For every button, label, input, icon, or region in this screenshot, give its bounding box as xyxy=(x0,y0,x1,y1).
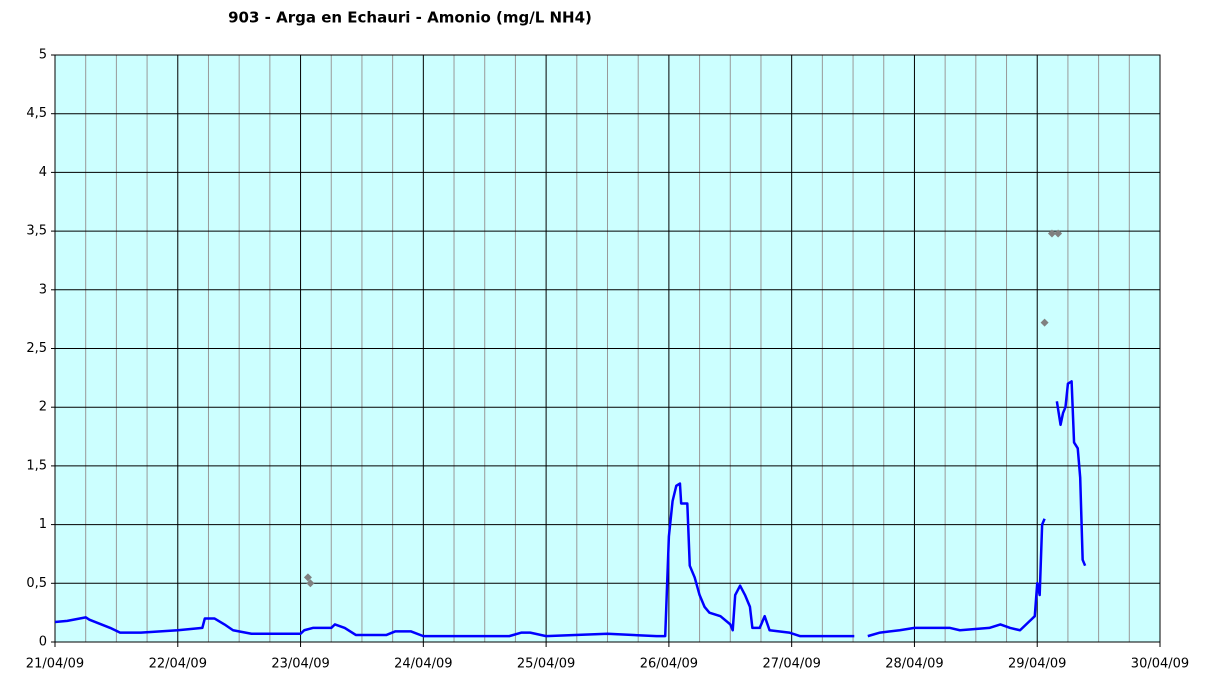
x-tick-label: 30/04/09 xyxy=(1131,657,1189,672)
x-tick-label: 24/04/09 xyxy=(394,657,452,672)
data-marker xyxy=(1054,229,1063,238)
data-marker xyxy=(1047,229,1056,238)
y-tick-label: 2 xyxy=(39,400,47,415)
y-tick-label: 0,5 xyxy=(26,576,47,591)
x-tick-label: 25/04/09 xyxy=(517,657,575,672)
y-tick-label: 4,5 xyxy=(26,106,47,121)
y-tick-label: 3,5 xyxy=(26,224,47,239)
data-line xyxy=(54,380,1087,638)
chart-title: 903 - Arga en Echauri - Amonio (mg/L NH4… xyxy=(228,9,592,27)
data-marker xyxy=(1040,318,1049,327)
y-tick-label: 2,5 xyxy=(26,341,47,356)
y-tick-label: 1 xyxy=(39,517,47,532)
y-tick-label: 5 xyxy=(39,48,47,63)
y-tick-label: 3 xyxy=(39,282,47,297)
data-marker xyxy=(303,573,312,582)
data-marker xyxy=(306,579,315,588)
x-tick-label: 23/04/09 xyxy=(271,657,329,672)
x-tick-label: 29/04/09 xyxy=(1008,657,1066,672)
x-tick-label: 26/04/09 xyxy=(640,657,698,672)
x-tick-label: 28/04/09 xyxy=(885,657,943,672)
plot-border xyxy=(54,54,1161,643)
x-tick-label: 27/04/09 xyxy=(762,657,820,672)
y-tick-label: 1,5 xyxy=(26,458,47,473)
x-tick-label: 21/04/09 xyxy=(26,657,84,672)
y-tick-label: 4 xyxy=(39,165,47,180)
x-tick-label: 22/04/09 xyxy=(149,657,207,672)
y-tick-label: 0 xyxy=(39,635,47,650)
